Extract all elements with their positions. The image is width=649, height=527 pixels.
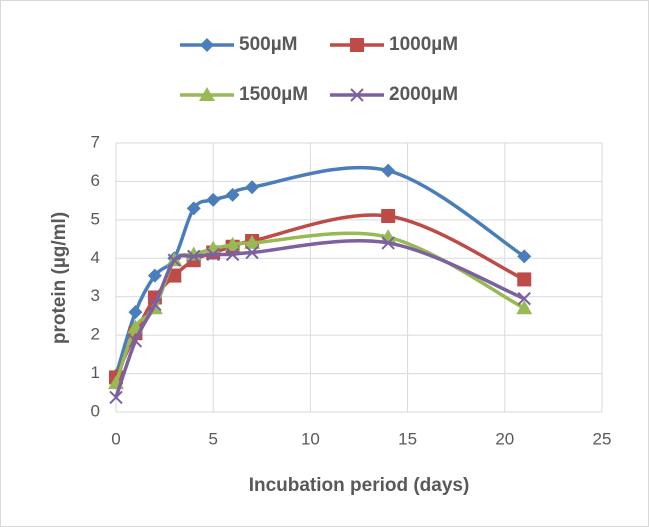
legend-label: 500µM bbox=[239, 34, 297, 55]
marker bbox=[517, 249, 532, 264]
y-tick-label: 0 bbox=[91, 401, 100, 420]
marker bbox=[517, 272, 532, 287]
marker bbox=[381, 236, 395, 250]
marker bbox=[224, 236, 241, 251]
y-tick-label: 1 bbox=[91, 363, 100, 382]
legend-label: 1000µM bbox=[389, 34, 458, 55]
y-tick-label: 2 bbox=[91, 325, 100, 344]
marker bbox=[167, 253, 182, 267]
legend-marker bbox=[350, 88, 364, 102]
marker bbox=[225, 187, 240, 202]
legend-label: 1500µM bbox=[239, 84, 308, 105]
legend-label: 2000µM bbox=[389, 84, 458, 105]
x-tick-label: 25 bbox=[593, 429, 612, 448]
x-tick-label: 10 bbox=[301, 429, 320, 448]
marker bbox=[147, 268, 162, 283]
marker bbox=[245, 245, 259, 260]
marker bbox=[187, 249, 201, 264]
legend-marker bbox=[199, 87, 215, 101]
x-tick-label: 5 bbox=[208, 429, 217, 448]
marker bbox=[109, 390, 123, 405]
legend-marker bbox=[350, 38, 364, 52]
x-axis-title: Incubation period (days) bbox=[249, 475, 470, 496]
marker bbox=[381, 163, 396, 178]
y-tick-label: 5 bbox=[91, 209, 100, 228]
x-tick-label: 20 bbox=[495, 429, 514, 448]
y-tick-label: 7 bbox=[91, 132, 100, 151]
y-tick-label: 3 bbox=[91, 286, 100, 305]
y-tick-label: 6 bbox=[91, 171, 100, 190]
y-axis-title: protein (µg/ml) bbox=[49, 212, 70, 344]
marker bbox=[128, 334, 143, 348]
x-tick-label: 15 bbox=[398, 429, 417, 448]
marker bbox=[167, 268, 182, 283]
legend-marker bbox=[200, 38, 214, 52]
marker bbox=[186, 201, 201, 216]
marker bbox=[516, 300, 533, 315]
marker bbox=[381, 209, 396, 224]
marker bbox=[517, 291, 531, 306]
marker bbox=[206, 192, 221, 207]
marker bbox=[148, 297, 162, 312]
x-tick-label: 0 bbox=[111, 429, 120, 448]
marker bbox=[225, 247, 240, 262]
marker bbox=[206, 247, 220, 262]
y-tick-label: 4 bbox=[91, 248, 100, 267]
marker bbox=[128, 305, 143, 320]
marker bbox=[244, 234, 261, 249]
marker bbox=[245, 180, 260, 195]
